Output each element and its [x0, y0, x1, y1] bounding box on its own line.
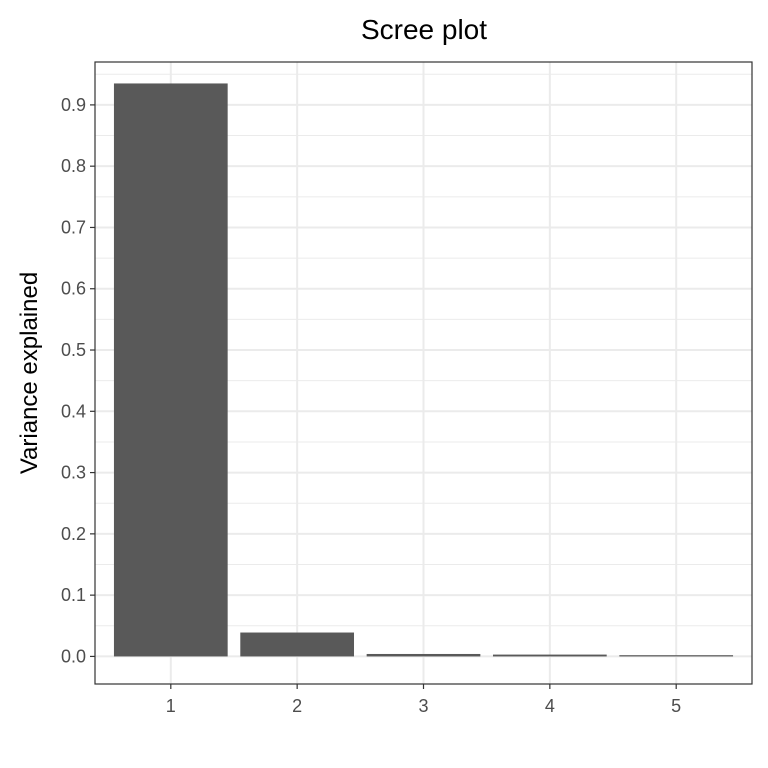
y-tick-label: 0.3: [61, 463, 86, 483]
bar-component-5: [619, 655, 734, 657]
bars: [113, 83, 734, 657]
x-axis: 1 2 3 4 5: [166, 684, 681, 716]
y-axis: 0.0 0.1 0.2 0.3 0.4 0.5 0.6 0.7 0.8 0.9: [61, 95, 95, 666]
x-tick-label: 5: [671, 696, 681, 716]
x-tick-label: 1: [166, 696, 176, 716]
y-tick-label: 0.6: [61, 279, 86, 299]
y-tick-label: 0.2: [61, 524, 86, 544]
chart-title: Scree plot: [361, 14, 487, 45]
y-tick-label: 0.4: [61, 401, 86, 421]
y-tick-label: 0.1: [61, 585, 86, 605]
bar-component-1: [113, 83, 228, 657]
y-tick-label: 0.8: [61, 156, 86, 176]
y-tick-label: 0.0: [61, 646, 86, 666]
x-tick-label: 3: [418, 696, 428, 716]
y-tick-label: 0.7: [61, 217, 86, 237]
y-tick-label: 0.9: [61, 95, 86, 115]
x-tick-label: 4: [545, 696, 555, 716]
y-tick-label: 0.5: [61, 340, 86, 360]
x-tick-label: 2: [292, 696, 302, 716]
bar-component-3: [366, 653, 481, 657]
bar-component-4: [492, 654, 607, 657]
y-axis-title: Variance explained: [16, 272, 43, 474]
bar-component-2: [240, 632, 355, 657]
